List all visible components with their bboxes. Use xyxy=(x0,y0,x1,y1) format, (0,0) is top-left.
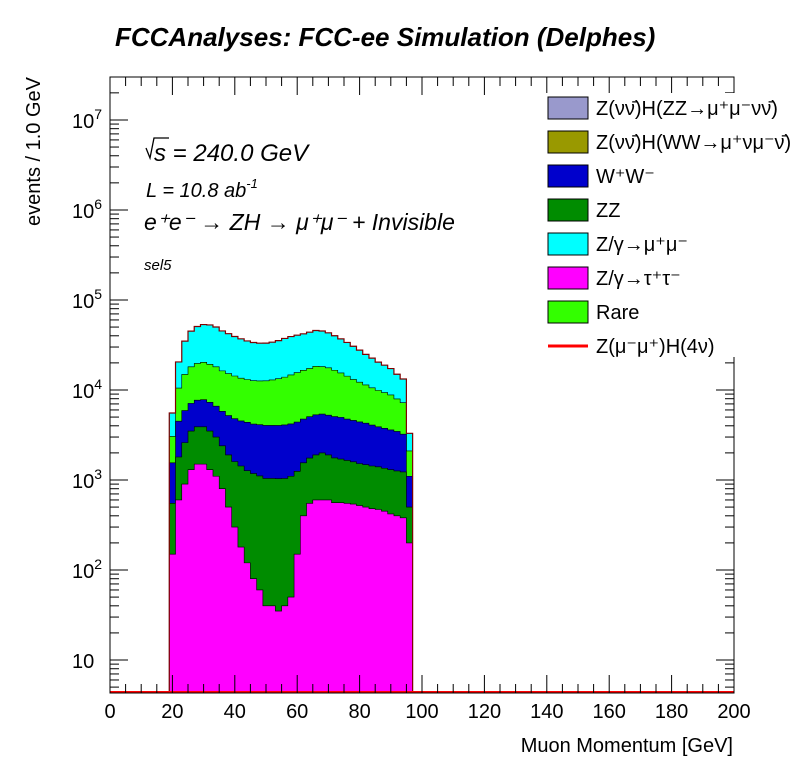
x-tick-label: 120 xyxy=(468,701,501,723)
chart-title: FCCAnalyses: FCC-ee Simulation (Delphes) xyxy=(115,22,655,52)
legend-swatch xyxy=(547,96,589,120)
legend-label: W⁺W⁻ xyxy=(596,166,655,188)
y-tick-label: 106 xyxy=(72,196,102,223)
total-outline xyxy=(168,323,414,693)
legend-swatch xyxy=(547,130,589,154)
energy-label: = 240.0 GeV xyxy=(166,140,310,167)
legend-swatch xyxy=(547,198,589,222)
legend-label: Z(νν̄)H(WW→μ⁺νμ⁻ν̄) xyxy=(596,132,791,154)
legend-swatch xyxy=(547,232,589,256)
x-tick-label: 180 xyxy=(655,701,688,723)
x-tick-label: 80 xyxy=(348,701,370,723)
legend-label: Z/γ→τ⁺τ⁻ xyxy=(596,268,681,290)
svg-text:s = 240.0 GeV: s = 240.0 GeV xyxy=(154,140,310,167)
annotation-sqrt-s: s = 240.0 GeV xyxy=(145,137,310,167)
selection-label: sel5 xyxy=(144,257,172,274)
x-tick-label: 60 xyxy=(286,701,308,723)
stacked-histogram xyxy=(110,323,734,693)
legend-label: Z(μ⁻μ⁺)H(4ν) xyxy=(596,336,715,358)
legend-label: ZZ xyxy=(596,200,620,222)
x-tick-labels: 0 20 40 60 80 100 120 140 160 180 200 xyxy=(104,701,750,723)
x-tick-label: 100 xyxy=(405,701,438,723)
y-tick-label: 102 xyxy=(72,556,102,583)
legend-label: Z(νν̄)H(ZZ→μ⁺μ⁻νν̄) xyxy=(596,98,778,120)
x-tick-label: 20 xyxy=(161,701,183,723)
luminosity-label: L = 10.8 ab-1 xyxy=(146,176,258,202)
y-tick-label: 103 xyxy=(72,466,102,493)
x-tick-label: 140 xyxy=(530,701,563,723)
x-axis-label: Muon Momentum [GeV] xyxy=(521,735,733,757)
y-axis-label: events / 1.0 GeV xyxy=(23,76,45,226)
legend-swatch xyxy=(547,300,589,324)
x-tick-label: 0 xyxy=(104,701,115,723)
legend-label: Rare xyxy=(596,302,639,324)
sqrt-symbol xyxy=(145,137,169,161)
legend: Z(νν̄)H(ZZ→μ⁺μ⁻νν̄) Z(νν̄)H(WW→μ⁺νμ⁻ν̄) W⁺… xyxy=(543,93,796,358)
x-tick-label: 200 xyxy=(717,701,750,723)
plot-frame xyxy=(109,76,735,694)
y-tick-label: 104 xyxy=(72,376,102,403)
x-tick-label: 160 xyxy=(593,701,626,723)
y-tick-label: 105 xyxy=(72,286,102,313)
y-tick-label: 107 xyxy=(72,106,102,133)
sqrt-s-label: s xyxy=(154,140,166,167)
legend-swatch xyxy=(547,164,589,188)
x-tick-label: 40 xyxy=(224,701,246,723)
legend-swatch xyxy=(547,266,589,290)
y-tick-label: 10 xyxy=(72,651,94,673)
legend-label: Z/γ→μ⁺μ⁻ xyxy=(596,234,688,256)
stack-area-z xyxy=(168,463,413,693)
process-label: e⁺e⁻ → ZH → μ⁺μ⁻ + Invisible xyxy=(144,209,455,235)
y-tick-labels: 10 102 103 104 105 106 107 xyxy=(72,106,102,673)
